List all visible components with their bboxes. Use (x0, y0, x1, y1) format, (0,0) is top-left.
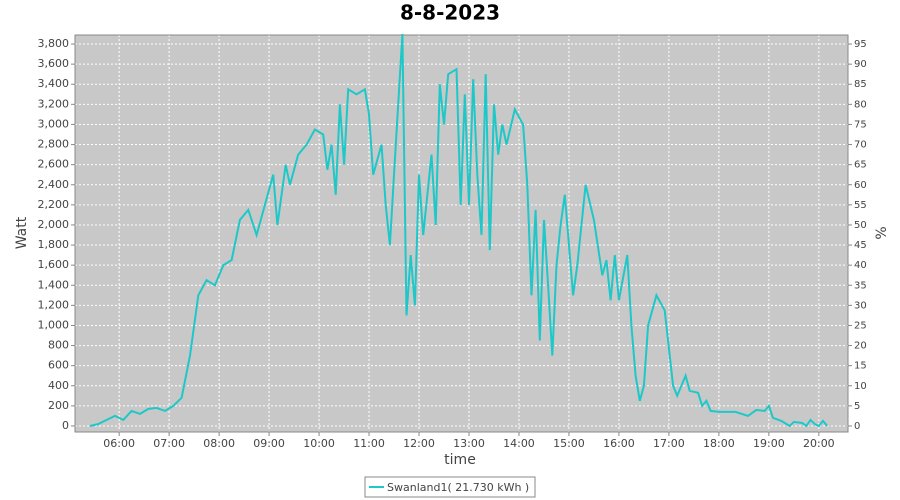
y2-tick-label: 0 (854, 421, 860, 432)
y-tick-label: 400 (48, 379, 69, 392)
y2-axis-label: % (874, 226, 890, 239)
y2-tick-label: 65 (854, 160, 867, 171)
y2-tick-label: 45 (854, 240, 867, 251)
y-tick-label: 1,400 (38, 278, 70, 291)
y2-tick-label: 20 (854, 341, 867, 352)
chart-title: 8-8-2023 (400, 1, 500, 25)
legend: Swanland1( 21.730 kWh ) (364, 476, 536, 498)
legend-label: Swanland1( 21.730 kWh ) (387, 481, 529, 494)
y-tick-label: 1,600 (38, 258, 70, 271)
x-tick-label: 17:00 (653, 437, 685, 450)
y2-tick-label: 85 (854, 79, 867, 90)
x-axis-label: time (444, 452, 476, 468)
y-tick-label: 0 (62, 419, 69, 432)
y-tick-label: 600 (48, 359, 69, 372)
y2-tick-label: 25 (854, 320, 867, 331)
x-tick-label: 12:00 (403, 437, 435, 450)
y-tick-label: 2,200 (38, 198, 70, 211)
y2-tick-label: 90 (854, 59, 867, 70)
y-tick-label: 1,000 (38, 318, 70, 331)
plot-area (75, 35, 848, 432)
y2-tick-label: 70 (854, 140, 867, 151)
y2-tick-label: 35 (854, 280, 867, 291)
x-tick-label: 15:00 (553, 437, 585, 450)
y2-tick-label: 5 (854, 401, 860, 412)
x-tick-label: 16:00 (603, 437, 635, 450)
legend-box (364, 476, 536, 498)
x-tick-label: 13:00 (453, 437, 485, 450)
data-line (89, 33, 828, 428)
y-tick-label: 2,000 (38, 218, 70, 231)
y2-tick-label: 95 (854, 39, 867, 50)
y-tick-label: 1,200 (38, 298, 70, 311)
y-tick-label: 2,600 (38, 158, 70, 171)
y2-tick-label: 30 (854, 300, 867, 311)
y2-tick-label: 80 (854, 99, 867, 110)
plot-border (74, 34, 849, 433)
x-tick-label: 10:00 (303, 437, 335, 450)
y-tick-label: 200 (48, 399, 69, 412)
y-tick-label: 3,400 (38, 77, 70, 90)
y2-tick-label: 50 (854, 220, 867, 231)
y2-tick-label: 10 (854, 381, 867, 392)
x-tick-label: 14:00 (503, 437, 535, 450)
y2-tick-label: 60 (854, 180, 867, 191)
y-tick-label: 3,600 (38, 57, 70, 70)
x-tick-label: 19:00 (753, 437, 785, 450)
x-tick-label: 09:00 (253, 437, 285, 450)
y2-tick-label: 40 (854, 260, 867, 271)
x-tick-label: 08:00 (203, 437, 235, 450)
y2-tick-label: 75 (854, 119, 867, 130)
x-tick-label: 20:00 (803, 437, 835, 450)
y-tick-label: 2,400 (38, 178, 70, 191)
x-tick-label: 07:00 (153, 437, 185, 450)
y-tick-label: 2,800 (38, 138, 70, 151)
x-tick-label: 18:00 (703, 437, 735, 450)
x-tick-label: 11:00 (353, 437, 385, 450)
y-axis-label: Watt (14, 216, 30, 249)
y-tick-label: 3,800 (38, 37, 70, 50)
y-tick-label: 1,800 (38, 238, 70, 251)
y-tick-label: 800 (48, 339, 69, 352)
y2-tick-label: 15 (854, 361, 867, 372)
y2-tick-label: 55 (854, 200, 867, 211)
y-tick-label: 3,000 (38, 117, 70, 130)
x-tick-label: 06:00 (103, 437, 135, 450)
y-tick-label: 3,200 (38, 97, 70, 110)
